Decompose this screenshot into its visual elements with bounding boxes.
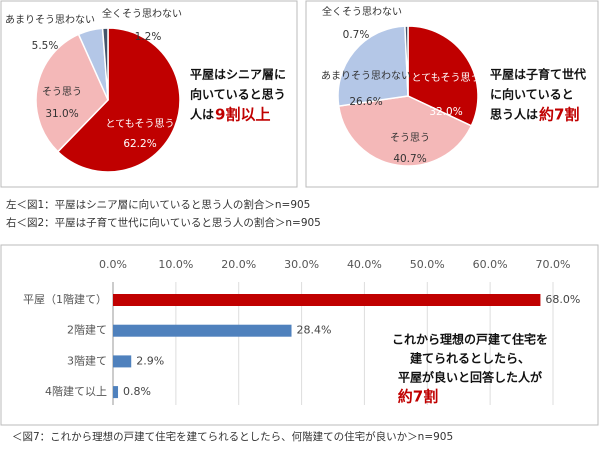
caption: 右＜図2：平屋は子育て世代に向いていると思う人の割合＞n=905	[6, 216, 321, 229]
y-tick-label: 4階建て以上	[45, 384, 107, 398]
annotation: 平屋は子育て世代	[490, 67, 586, 82]
annotation-highlight: 約7割	[398, 388, 438, 406]
pie-slice	[407, 25, 479, 127]
value-label: 0.8%	[123, 385, 151, 398]
slice-value: 62.2%	[123, 138, 156, 150]
slice-value: 32.0%	[429, 106, 462, 118]
bar	[113, 294, 541, 306]
annotation: に向いていると	[490, 87, 574, 102]
slice-value: 31.0%	[45, 108, 78, 120]
x-tick-label: 70.0%	[536, 258, 571, 271]
slice-label: そう思う	[390, 132, 430, 144]
y-tick-label: 2階建て	[67, 323, 107, 337]
slice-label: とてもそう思う	[412, 72, 481, 84]
pie-slice	[337, 95, 473, 167]
slice-label: とてもそう思う	[106, 118, 175, 130]
slice-value: 40.7%	[393, 153, 426, 165]
x-tick-label: 60.0%	[473, 258, 508, 271]
annotation: 思う人は	[490, 107, 538, 122]
annotation: 人は	[190, 107, 214, 122]
x-tick-label: 0.0%	[99, 258, 127, 271]
bar	[113, 355, 132, 368]
value-label: 28.4%	[297, 324, 332, 337]
y-tick-label: 3階建て	[67, 353, 107, 367]
caption: ＜図7：これから理想の戸建て住宅を建てられるとしたら、何階建ての住宅が良いか＞n…	[12, 430, 453, 443]
annotation-highlight: 約7割	[539, 106, 579, 124]
annotation: 平屋が良いと回答した人が	[398, 370, 542, 385]
value-label: 2.9%	[136, 354, 164, 367]
value-label: 68.0%	[545, 293, 580, 306]
pie-slice	[56, 27, 181, 173]
annotation: 向いていると思う	[190, 87, 286, 102]
caption: 左＜図1：平屋はシニア層に向いていると思う人の割合＞n=905	[6, 198, 310, 211]
panel-bottom	[0, 244, 599, 426]
x-tick-label: 40.0%	[347, 258, 382, 271]
annotation: 平屋はシニア層に	[190, 68, 286, 82]
slice-value: 26.6%	[349, 96, 382, 108]
slice-label: そう思う	[42, 86, 82, 98]
bar	[113, 324, 292, 337]
annotation: これから理想の戸建て住宅を	[392, 332, 548, 347]
x-tick-label: 30.0%	[284, 258, 319, 271]
x-tick-label: 20.0%	[221, 258, 256, 271]
slice-label: 全くそう思わない	[322, 5, 402, 18]
slice-label: 全くそう思わない	[102, 7, 182, 20]
y-tick-label: 平屋（1階建て）	[23, 292, 107, 306]
annotation: 建てられるとしたら、	[409, 351, 530, 366]
pie-slice	[337, 25, 409, 107]
slice-label: あまりそう思わない	[321, 70, 411, 82]
slice-value: 0.7%	[343, 29, 370, 41]
slice-label: あまりそう思わない	[5, 14, 95, 26]
pie-slice	[35, 33, 109, 153]
slice-value: 5.5%	[32, 40, 59, 52]
annotation-highlight: 9割以上	[215, 106, 270, 124]
x-tick-label: 10.0%	[158, 258, 193, 271]
bar	[113, 386, 119, 399]
x-tick-label: 50.0%	[410, 258, 445, 271]
pie-slice	[404, 25, 409, 97]
slice-value: 1.2%	[135, 31, 162, 43]
pie-slice	[101, 27, 109, 101]
